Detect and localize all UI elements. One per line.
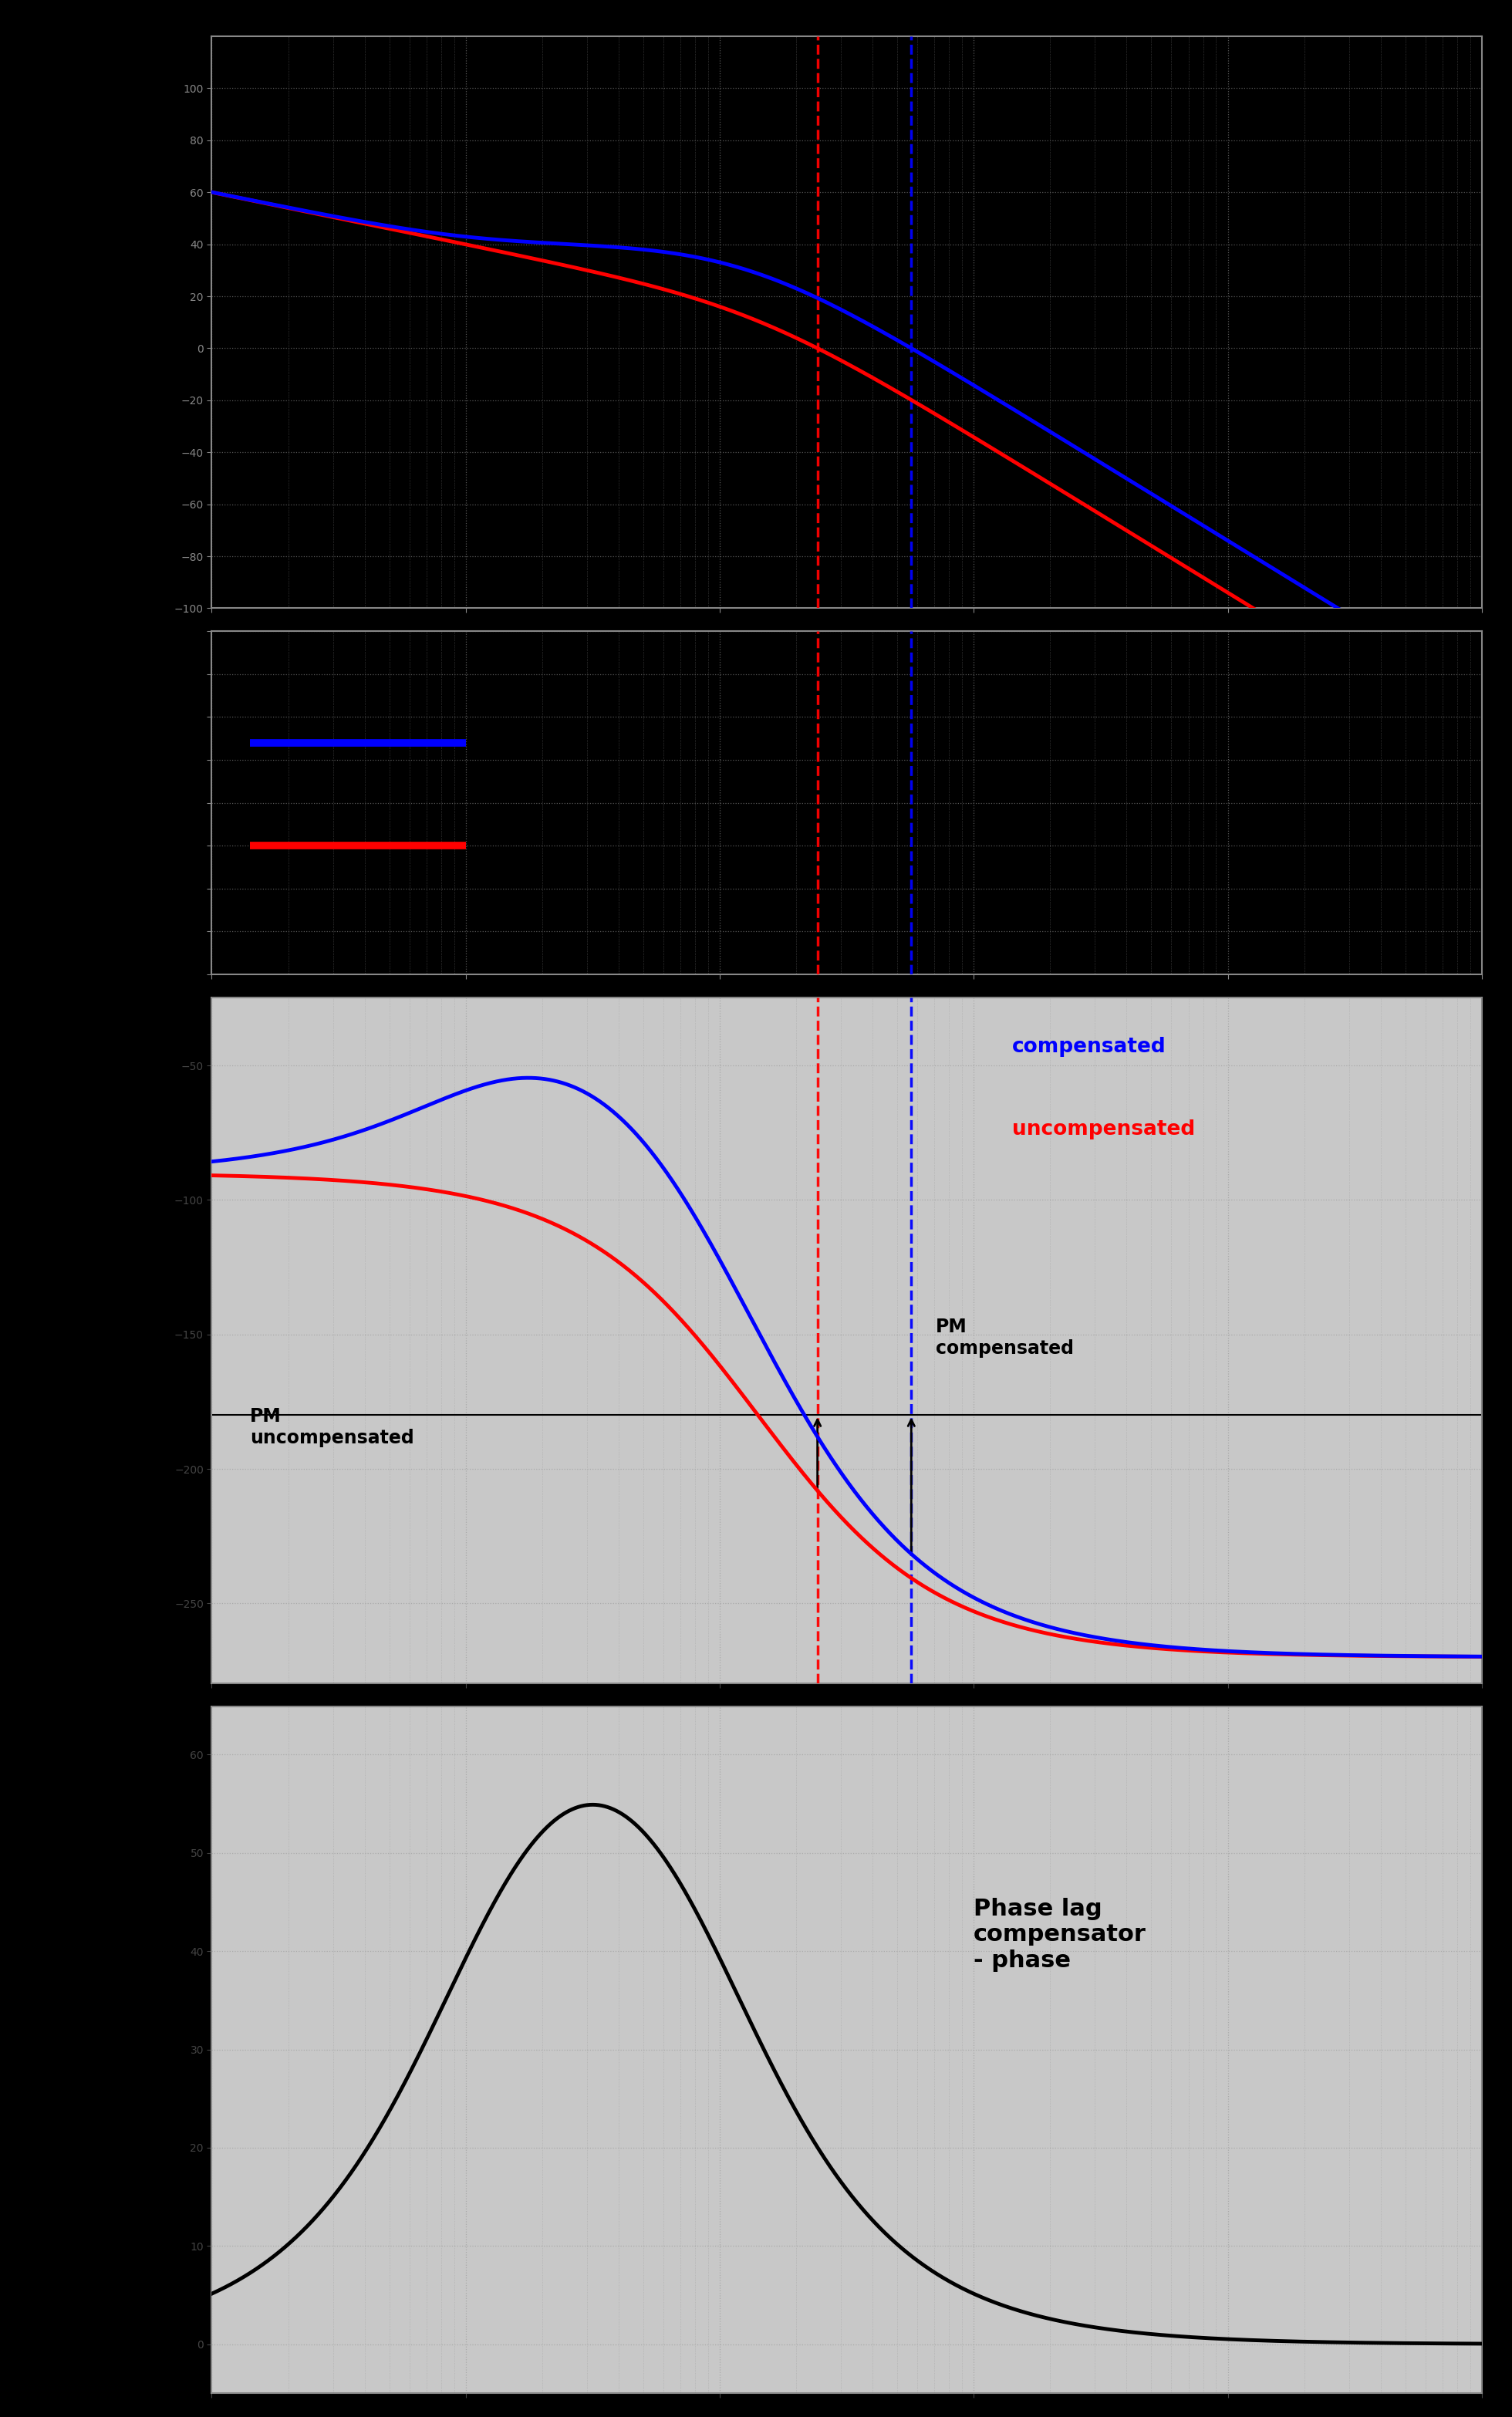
Text: PM
uncompensated: PM uncompensated bbox=[249, 1407, 414, 1448]
Text: Phase lag
compensator
- phase: Phase lag compensator - phase bbox=[974, 1897, 1146, 1972]
Text: compensated: compensated bbox=[1012, 1037, 1166, 1056]
Text: PM
compensated: PM compensated bbox=[936, 1317, 1074, 1358]
Text: uncompensated: uncompensated bbox=[1012, 1119, 1194, 1138]
